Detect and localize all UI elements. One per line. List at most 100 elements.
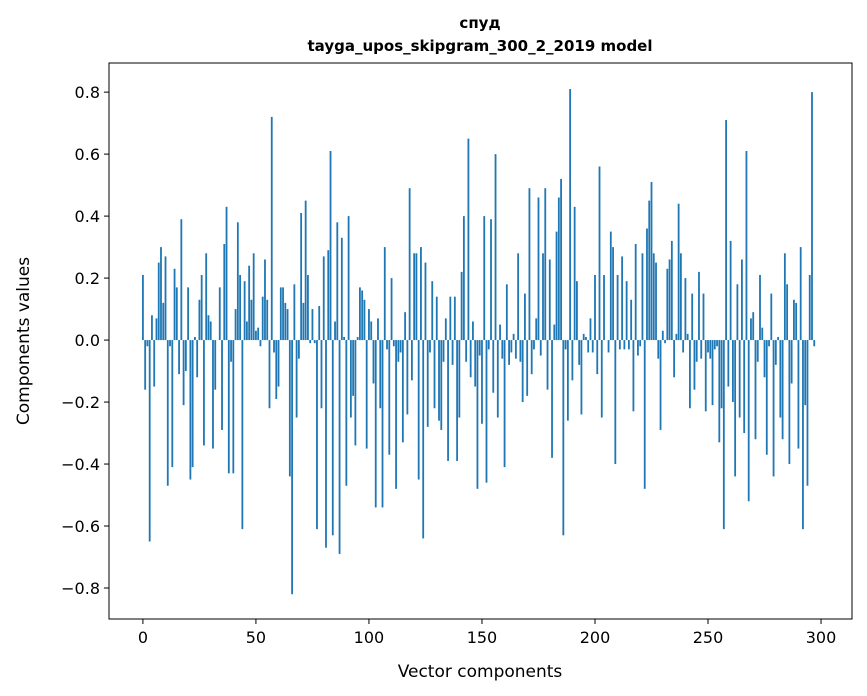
bar: [790, 340, 793, 384]
bar: [729, 240, 732, 341]
bar: [327, 250, 330, 341]
bar: [286, 309, 289, 341]
bar: [223, 243, 226, 341]
bar: [214, 340, 217, 390]
bar: [754, 340, 757, 440]
bar: [207, 315, 210, 341]
bar: [345, 340, 348, 486]
bar: [704, 340, 707, 412]
bar: [399, 340, 402, 353]
bar: [307, 274, 309, 341]
bar: [361, 290, 364, 341]
bar: [562, 340, 565, 536]
bar: [788, 340, 791, 465]
bar: [684, 278, 687, 341]
bar: [639, 340, 642, 347]
x-tick-label: 50: [246, 628, 266, 647]
bar: [675, 333, 678, 341]
bar: [431, 281, 434, 341]
bar: [144, 340, 147, 390]
bar: [716, 340, 718, 347]
y-tick-label: −0.4: [61, 455, 100, 474]
bar: [347, 216, 350, 341]
bar: [404, 312, 407, 341]
bar: [288, 340, 291, 477]
bar: [309, 340, 312, 344]
bar: [153, 340, 156, 387]
bar: [514, 340, 517, 359]
bar: [505, 284, 508, 341]
bar: [722, 340, 725, 530]
bar: [372, 340, 375, 384]
bar: [650, 182, 653, 341]
bar: [731, 340, 734, 403]
bar: [429, 340, 431, 353]
bar: [392, 340, 395, 347]
bar: [293, 284, 296, 341]
bar: [774, 340, 777, 365]
bar: [578, 340, 581, 365]
bar: [686, 333, 689, 341]
bar: [146, 340, 149, 347]
bar: [395, 340, 397, 489]
y-tick-label: −0.6: [61, 517, 100, 536]
bar: [761, 327, 764, 341]
bar: [603, 274, 605, 341]
bar: [585, 336, 587, 341]
bar: [388, 340, 391, 455]
bar: [483, 216, 486, 341]
bar: [707, 340, 709, 353]
bar: [239, 274, 242, 341]
y-tick-label: 0.8: [75, 83, 100, 102]
bar: [200, 274, 203, 341]
bar: [756, 340, 759, 362]
bar: [478, 340, 481, 356]
bar: [275, 340, 278, 399]
bar: [169, 340, 171, 347]
bar: [282, 287, 284, 341]
bar: [632, 340, 635, 412]
bar: [148, 340, 151, 542]
bar: [564, 340, 567, 350]
bar: [259, 340, 262, 347]
bar: [383, 247, 386, 341]
bar: [343, 336, 345, 341]
bar: [768, 340, 770, 347]
bar: [589, 318, 592, 341]
bar: [193, 336, 196, 341]
bar: [424, 262, 427, 341]
x-tick-label: 300: [806, 628, 837, 647]
plot-frame: [108, 62, 853, 620]
bar: [524, 293, 526, 341]
bar: [627, 340, 630, 350]
bar: [802, 340, 804, 530]
bar: [368, 309, 370, 341]
x-tick-label: 0: [138, 628, 148, 647]
bar: [413, 253, 416, 341]
bar: [811, 92, 813, 341]
bar: [673, 340, 676, 378]
bar: [252, 253, 255, 341]
bar: [453, 296, 456, 341]
bar: [652, 253, 655, 341]
bar: [451, 340, 454, 365]
bar: [537, 197, 540, 341]
bar: [462, 216, 465, 341]
bar: [693, 340, 696, 390]
bar: [151, 315, 153, 341]
bar: [793, 299, 795, 341]
bar: [157, 262, 160, 341]
bar: [234, 309, 237, 341]
y-tick-label: −0.2: [61, 393, 100, 412]
bar: [646, 228, 648, 341]
bar: [164, 256, 167, 341]
bar: [772, 340, 775, 477]
bar: [273, 340, 275, 353]
bar: [487, 340, 490, 350]
bar: [727, 340, 730, 387]
bar: [354, 340, 357, 446]
bar: [435, 296, 438, 341]
bar: [420, 247, 422, 341]
x-axis-ticks: 0 50 100 150 200 250 300: [138, 619, 836, 647]
bar: [162, 302, 165, 341]
